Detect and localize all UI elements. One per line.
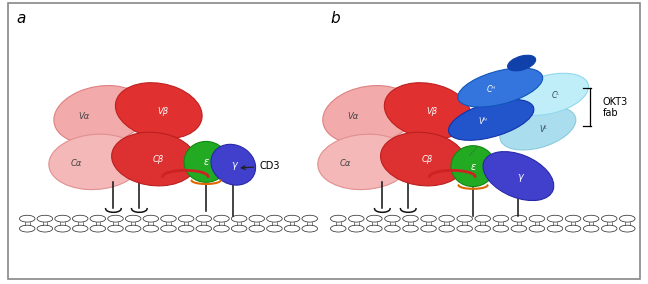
Text: Vᴸ: Vᴸ — [539, 125, 547, 134]
Text: Cβ: Cβ — [421, 155, 433, 164]
Ellipse shape — [458, 68, 542, 107]
Ellipse shape — [483, 152, 554, 201]
Ellipse shape — [448, 99, 534, 140]
Text: ε: ε — [203, 157, 209, 168]
Text: OKT3
fab: OKT3 fab — [603, 97, 628, 118]
Ellipse shape — [111, 132, 197, 186]
FancyBboxPatch shape — [8, 3, 640, 279]
Text: Vᴴ: Vᴴ — [478, 117, 487, 126]
Ellipse shape — [511, 73, 588, 115]
Text: γ: γ — [518, 172, 523, 182]
Ellipse shape — [211, 144, 255, 185]
Text: Cβ: Cβ — [152, 155, 164, 164]
Text: Vβ: Vβ — [426, 107, 438, 116]
Text: Cᴸ: Cᴸ — [552, 91, 560, 100]
Ellipse shape — [500, 107, 576, 150]
Ellipse shape — [507, 55, 536, 71]
Text: CD3: CD3 — [241, 161, 280, 171]
Ellipse shape — [318, 134, 412, 190]
Text: Cα: Cα — [71, 159, 82, 168]
Text: Vα: Vα — [78, 112, 90, 121]
Text: Cα: Cα — [340, 159, 351, 168]
Ellipse shape — [115, 83, 202, 139]
Ellipse shape — [49, 134, 143, 190]
Ellipse shape — [384, 83, 471, 139]
Text: a: a — [16, 11, 25, 26]
Ellipse shape — [54, 85, 147, 145]
Text: Cᴴ: Cᴴ — [487, 85, 496, 94]
Text: γ: γ — [232, 160, 237, 170]
Ellipse shape — [451, 146, 495, 187]
Text: Vα: Vα — [347, 112, 359, 121]
Text: b: b — [330, 11, 340, 26]
Text: ε: ε — [470, 162, 476, 172]
Ellipse shape — [380, 132, 466, 186]
Ellipse shape — [323, 85, 416, 145]
Text: Vβ: Vβ — [157, 107, 169, 116]
Ellipse shape — [184, 141, 228, 182]
